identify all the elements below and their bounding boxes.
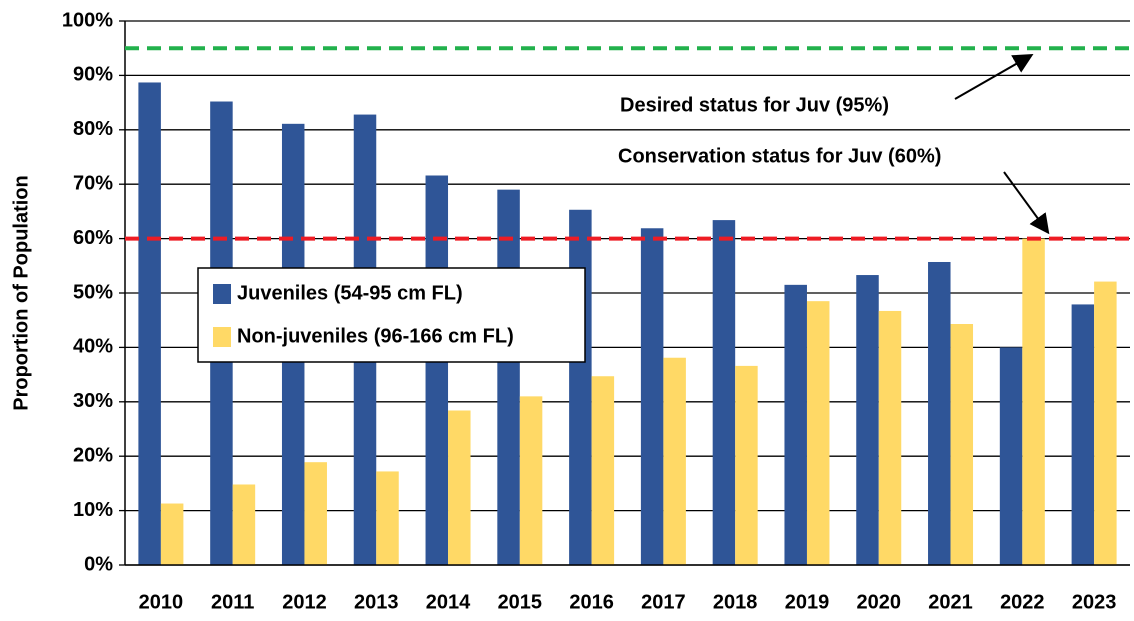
x-tick-label: 2021 bbox=[928, 591, 973, 613]
bar bbox=[160, 503, 184, 565]
x-tick-label: 2017 bbox=[641, 591, 686, 613]
x-tick-label: 2011 bbox=[211, 591, 254, 613]
y-tick-label: 10% bbox=[73, 499, 113, 521]
x-tick-label: 2018 bbox=[713, 591, 758, 613]
bar bbox=[232, 484, 256, 565]
bar bbox=[519, 396, 543, 565]
bar bbox=[138, 82, 161, 566]
legend-swatch bbox=[213, 327, 231, 347]
bar bbox=[569, 209, 592, 565]
annotation-arrow bbox=[1003, 171, 1050, 235]
y-tick-label: 60% bbox=[73, 227, 113, 249]
bar bbox=[784, 284, 807, 565]
bar bbox=[999, 347, 1023, 565]
annotation: Conservation status for Juv (60%) bbox=[618, 145, 941, 167]
x-tick-label: 2022 bbox=[1000, 591, 1045, 613]
bar bbox=[928, 261, 951, 565]
x-tick-label: 2023 bbox=[1072, 591, 1117, 613]
bar bbox=[448, 410, 471, 565]
y-tick-label: 40% bbox=[73, 336, 113, 358]
bar bbox=[806, 301, 830, 565]
legend-label: Juveniles (54-95 cm FL) bbox=[237, 282, 463, 304]
bar bbox=[712, 220, 736, 565]
y-tick-label: 100% bbox=[62, 9, 113, 31]
legend-label: Non-juveniles (96-166 cm FL) bbox=[237, 325, 514, 347]
bar bbox=[1094, 281, 1117, 565]
bar bbox=[950, 324, 974, 565]
bar bbox=[425, 175, 449, 565]
y-tick-label: 20% bbox=[73, 444, 113, 466]
annotation-arrow bbox=[954, 54, 1034, 100]
y-tick-label: 70% bbox=[73, 172, 113, 194]
bar bbox=[304, 462, 327, 565]
legend-box bbox=[197, 267, 586, 363]
bar bbox=[878, 310, 902, 565]
x-tick-label: 2015 bbox=[498, 591, 543, 613]
bar bbox=[663, 357, 686, 565]
bar bbox=[376, 471, 399, 565]
y-axis-label: Proportion of Population bbox=[10, 175, 32, 411]
bar bbox=[735, 365, 758, 565]
x-tick-label: 2010 bbox=[139, 591, 184, 613]
x-tick-label: 2020 bbox=[857, 591, 902, 613]
x-tick-label: 2019 bbox=[785, 591, 830, 613]
annotation: Desired status for Juv (95%) bbox=[620, 94, 889, 116]
x-tick-label: 2016 bbox=[569, 591, 614, 613]
bar bbox=[856, 275, 879, 565]
bar bbox=[497, 189, 520, 565]
legend-swatch bbox=[213, 284, 231, 304]
x-tick-label: 2012 bbox=[282, 591, 327, 613]
y-tick-label: 0% bbox=[84, 553, 113, 575]
y-tick-label: 90% bbox=[73, 64, 113, 86]
y-tick-label: 30% bbox=[73, 390, 113, 412]
bar bbox=[1071, 304, 1095, 565]
bar bbox=[1022, 238, 1045, 565]
bar bbox=[591, 376, 615, 565]
x-tick-label: 2013 bbox=[354, 591, 399, 613]
y-tick-label: 80% bbox=[73, 118, 113, 140]
bar bbox=[640, 228, 664, 565]
x-tick-label: 2014 bbox=[426, 591, 471, 613]
y-tick-label: 50% bbox=[73, 281, 113, 303]
